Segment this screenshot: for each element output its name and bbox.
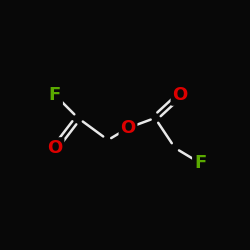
Text: F: F bbox=[49, 86, 61, 104]
Text: O: O bbox=[120, 119, 136, 137]
Text: F: F bbox=[194, 154, 206, 172]
Text: O: O bbox=[48, 139, 62, 157]
Text: O: O bbox=[172, 86, 188, 104]
